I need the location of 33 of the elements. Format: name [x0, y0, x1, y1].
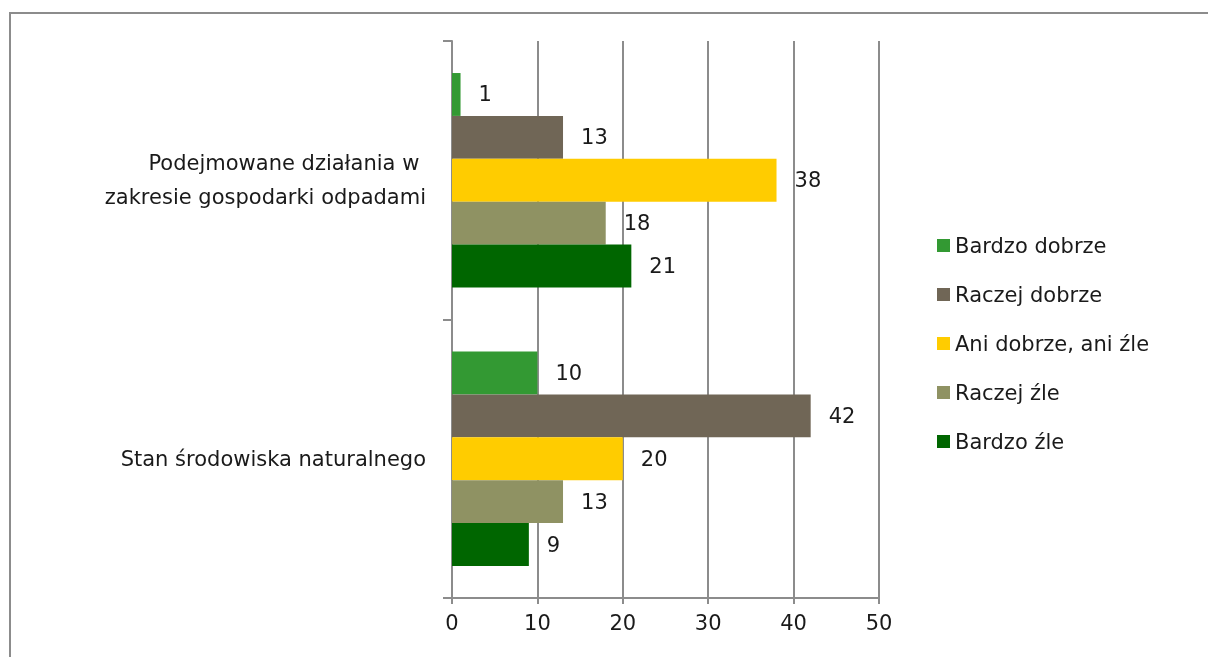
data-label: 18 [623, 211, 651, 236]
data-label: 13 [581, 489, 608, 514]
legend-label: Bardzo dobrze [955, 233, 1107, 258]
data-label: 10 [555, 360, 583, 385]
bar [452, 244, 632, 288]
x-tick-label: 20 [609, 610, 637, 635]
legend-label: Ani dobrze, ani źle [955, 331, 1150, 356]
legend-label: Bardzo źle [955, 429, 1065, 454]
bar [452, 480, 564, 524]
bar [452, 115, 564, 159]
bar [452, 523, 529, 566]
data-label: 13 [581, 125, 608, 150]
bar [452, 158, 777, 202]
data-label: 42 [828, 403, 856, 428]
bar [452, 394, 811, 438]
y-tick-label: Stan środowiska naturalnego [120, 446, 426, 471]
bar [452, 201, 606, 245]
legend-label: Raczej źle [955, 380, 1060, 405]
data-label: 1 [478, 82, 492, 107]
data-label: 20 [640, 446, 668, 471]
data-label: 9 [546, 532, 561, 557]
x-tick-label: 50 [865, 610, 893, 635]
y-tick-label: Podejmowane działania w zakresie gospodarki odpadami [104, 151, 426, 210]
legend-label: Raczej dobrze [955, 282, 1103, 307]
x-tick-label: 30 [694, 610, 722, 635]
data-label: 38 [794, 168, 822, 193]
x-tick-label: 40 [780, 610, 807, 635]
x-tick-label: 10 [524, 610, 551, 635]
bar [452, 73, 461, 116]
x-tick-label: 0 [445, 610, 459, 635]
data-label: 21 [649, 254, 677, 279]
bar [452, 437, 623, 481]
bar [452, 351, 538, 395]
